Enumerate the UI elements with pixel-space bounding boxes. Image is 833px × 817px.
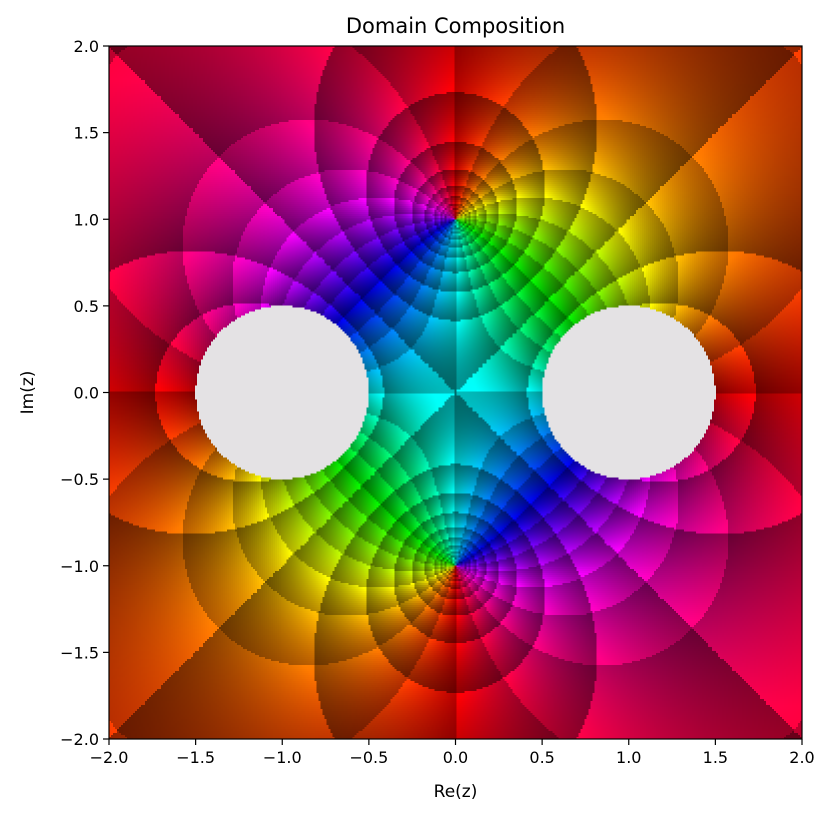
x-tick-label: −2.0	[90, 748, 129, 767]
x-tick-label: −0.5	[349, 748, 388, 767]
x-tick-label: −1.0	[263, 748, 302, 767]
x-tick-label: −1.5	[176, 748, 215, 767]
y-tick-label: −0.5	[60, 470, 99, 489]
y-tick-label: 2.0	[74, 37, 99, 56]
x-tick-label: 0.5	[529, 748, 554, 767]
y-tick-label: 0.0	[74, 384, 99, 403]
y-axis-ticks: −2.0 −1.5 −1.0 −0.5 0.0 0.5 1.0 1.5 2.0	[60, 37, 109, 749]
y-tick-label: 1.0	[74, 210, 99, 229]
plot-frame	[108, 45, 803, 740]
x-axis-ticks: −2.0 −1.5 −1.0 −0.5 0.0 0.5 1.0 1.5 2.0	[90, 739, 815, 767]
y-tick-label: −1.5	[60, 643, 99, 662]
chart-title: Domain Composition	[346, 14, 565, 38]
x-tick-label: 1.0	[616, 748, 641, 767]
x-tick-label: 1.5	[703, 748, 728, 767]
x-tick-label: 0.0	[443, 748, 468, 767]
y-tick-label: −2.0	[60, 730, 99, 749]
y-tick-label: 1.5	[74, 124, 99, 143]
y-tick-label: 0.5	[74, 297, 99, 316]
x-tick-label: 2.0	[789, 748, 814, 767]
y-tick-label: −1.0	[60, 557, 99, 576]
y-axis-label: Im(z)	[18, 371, 38, 415]
domain-coloring-image	[109, 46, 802, 739]
x-axis-label: Re(z)	[434, 782, 478, 802]
